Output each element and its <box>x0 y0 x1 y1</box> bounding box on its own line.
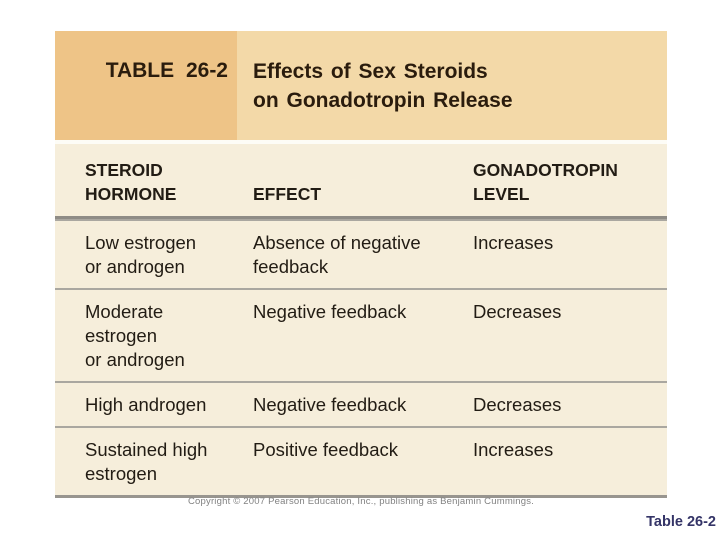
table-row: Sustained high estrogen Positive feedbac… <box>55 426 667 495</box>
table-number: TABLE 26-2 <box>105 59 228 82</box>
table-row: Moderate estrogen or androgen Negative f… <box>55 288 667 381</box>
cell-effect: Negative feedback <box>253 301 407 322</box>
slide-page-label: Table 26-2 <box>646 514 716 530</box>
table-body: STEROID HORMONE EFFECT GONADOTROPIN LEVE… <box>55 144 667 498</box>
cell-hormone: High androgen <box>85 394 207 415</box>
column-header-row: STEROID HORMONE EFFECT GONADOTROPIN LEVE… <box>55 144 667 219</box>
cell-level: Decreases <box>473 394 562 415</box>
band-divider <box>55 140 667 144</box>
table-number-cell: TABLE 26-2 <box>55 31 237 140</box>
table-26-2: TABLE 26-2 Effects of Sex Steroids on Go… <box>55 31 667 498</box>
table-row: High androgen Negative feedback Decrease… <box>55 381 667 426</box>
column-header-gonadotropin-level: GONADOTROPIN LEVEL <box>473 160 618 204</box>
table-row: Low estrogen or androgen Absence of nega… <box>55 219 667 288</box>
cell-effect: Negative feedback <box>253 394 407 415</box>
column-header-steroid-hormone: STEROID HORMONE <box>85 160 177 204</box>
copyright-line: Copyright © 2007 Pearson Education, Inc.… <box>187 496 535 507</box>
cell-effect: Absence of negative feedback <box>253 232 421 277</box>
cell-level: Increases <box>473 232 554 253</box>
cell-hormone: Sustained high estrogen <box>85 439 208 484</box>
cell-level: Decreases <box>473 301 562 322</box>
table-title: Effects of Sex Steroids on Gonadotropin … <box>253 60 513 112</box>
cell-effect: Positive feedback <box>253 439 399 460</box>
table-title-cell: Effects of Sex Steroids on Gonadotropin … <box>237 31 667 140</box>
cell-level: Increases <box>473 439 554 460</box>
column-header-effect: EFFECT <box>253 184 322 204</box>
table-title-band: TABLE 26-2 Effects of Sex Steroids on Go… <box>55 31 667 140</box>
cell-hormone: Moderate estrogen or androgen <box>85 301 185 370</box>
cell-hormone: Low estrogen or androgen <box>85 232 197 277</box>
